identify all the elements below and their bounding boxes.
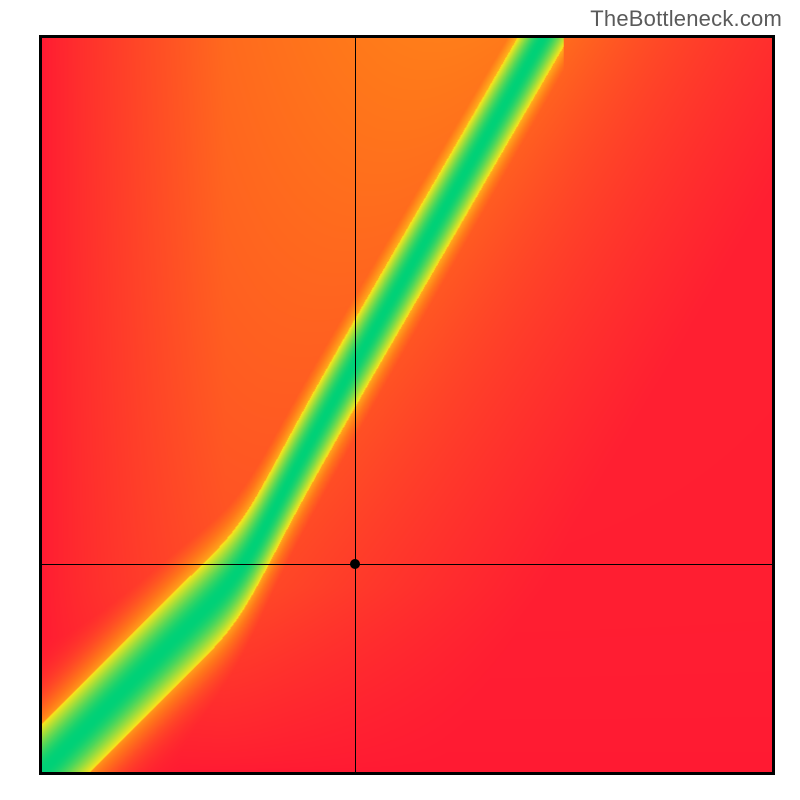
heatmap-canvas (42, 38, 772, 772)
chart-container: TheBottleneck.com (0, 0, 800, 800)
crosshair-vertical (355, 38, 356, 772)
crosshair-horizontal (42, 564, 772, 565)
watermark-text: TheBottleneck.com (590, 6, 782, 32)
plot-frame (39, 35, 775, 775)
marker-point (350, 559, 360, 569)
